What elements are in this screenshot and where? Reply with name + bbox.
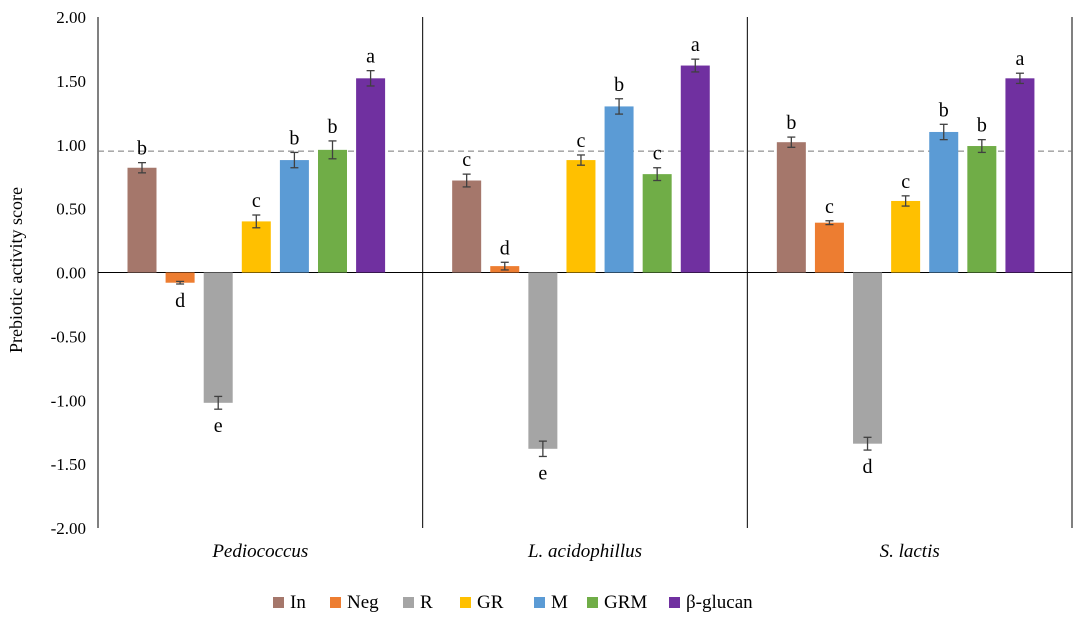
- bar: [241, 221, 271, 273]
- significance-letter: b: [614, 74, 624, 96]
- significance-letter: b: [977, 115, 987, 137]
- bar: [891, 200, 921, 273]
- bar: [356, 78, 386, 273]
- bar: [604, 106, 634, 273]
- category-label: S. lactis: [880, 541, 940, 562]
- legend-swatch: [669, 597, 680, 608]
- significance-letter: b: [289, 127, 299, 149]
- bar: [1005, 78, 1035, 273]
- bar: [203, 272, 233, 403]
- significance-letter: b: [328, 116, 338, 138]
- bar: [929, 131, 959, 273]
- significance-letter: c: [577, 130, 586, 152]
- significance-letter: a: [366, 46, 375, 68]
- significance-letter: c: [825, 196, 834, 218]
- legend-label: β-glucan: [686, 592, 753, 613]
- bar: [814, 222, 844, 273]
- legend-label: M: [551, 592, 568, 613]
- significance-letter: a: [691, 34, 700, 56]
- legend-swatch: [403, 597, 414, 608]
- bar: [853, 272, 883, 444]
- legend-label: Neg: [347, 592, 379, 613]
- bar: [165, 272, 195, 283]
- y-tick-label: 2.00: [56, 8, 86, 27]
- y-axis-title: Prebiotic activity score: [6, 187, 26, 353]
- y-tick-label: 0.00: [56, 264, 86, 283]
- bar: [318, 149, 347, 273]
- bars-layer: [127, 65, 1035, 449]
- legend-swatch: [330, 597, 341, 608]
- significance-letter: e: [214, 415, 223, 437]
- y-tick-label: -0.50: [51, 327, 86, 346]
- bar: [127, 167, 157, 273]
- significance-letter: d: [863, 456, 873, 478]
- bar: [452, 180, 482, 273]
- significance-letter: d: [500, 237, 510, 259]
- y-tick-label: -2.00: [51, 519, 86, 538]
- bar: [680, 65, 710, 273]
- legend-swatch: [587, 597, 598, 608]
- legend-label: GRM: [604, 592, 647, 613]
- significance-letter: b: [786, 112, 796, 134]
- significance-letter: e: [538, 462, 547, 484]
- category-labels: Pediococcus L. acidophillus S. lactis: [211, 541, 939, 562]
- bar: [279, 160, 309, 273]
- y-axis-ticks: 2.00 1.50 1.00 0.50 0.00 -0.50 -1.00 -1.50 -2.00: [51, 8, 86, 538]
- y-tick-label: 0.50: [56, 200, 86, 219]
- legend-label: GR: [477, 592, 504, 613]
- significance-letter: a: [1015, 48, 1024, 70]
- legend: In Neg R GR M GRM β-glucan: [273, 592, 753, 613]
- bar: [967, 146, 997, 273]
- legend-label: R: [420, 592, 433, 613]
- significance-letter: d: [175, 290, 185, 312]
- legend-swatch: [534, 597, 545, 608]
- bar: [528, 272, 558, 449]
- legend-swatch: [460, 597, 471, 608]
- significance-letter: c: [901, 171, 910, 193]
- significance-letter: c: [462, 149, 471, 171]
- bar: [776, 142, 806, 273]
- y-tick-label: 1.50: [56, 72, 86, 91]
- y-tick-label: -1.50: [51, 455, 86, 474]
- y-tick-label: 1.00: [56, 136, 86, 155]
- category-label: L. acidophillus: [527, 541, 642, 562]
- significance-letter: c: [653, 143, 662, 165]
- significance-labels: b d e c b b a c d e c b c a b c d c b b a: [137, 34, 1024, 484]
- legend-swatch: [273, 597, 284, 608]
- bar: [566, 160, 596, 273]
- significance-letter: c: [252, 190, 261, 212]
- legend-label: In: [290, 592, 306, 613]
- error-bars-layer: [138, 58, 1024, 458]
- category-label: Pediococcus: [211, 541, 308, 562]
- significance-letter: b: [137, 138, 147, 160]
- bar: [642, 174, 672, 273]
- y-tick-label: -1.00: [51, 391, 86, 410]
- significance-letter: b: [939, 99, 949, 121]
